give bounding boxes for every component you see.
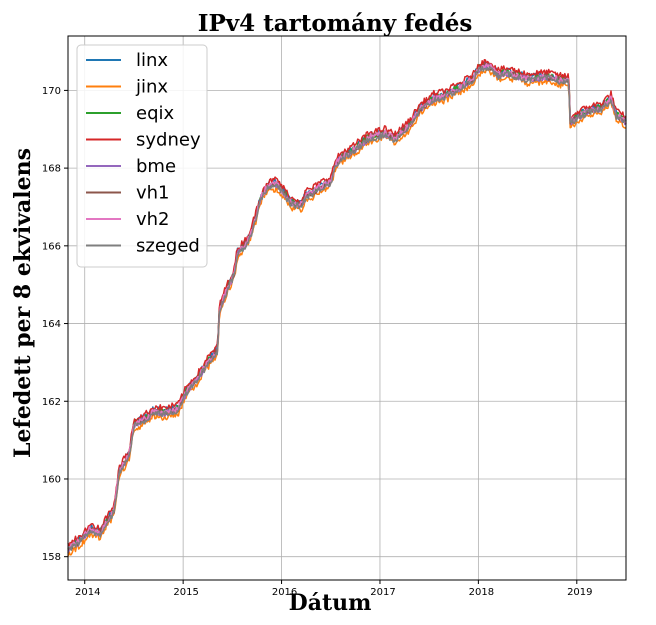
legend-label-sydney: sydney: [136, 130, 201, 151]
legend-label-bme: bme: [136, 156, 176, 177]
y-tick-label: 168: [42, 164, 61, 175]
legend-label-linx: linx: [136, 50, 168, 71]
x-tick-label: 2017: [370, 587, 395, 598]
legend-label-szeged: szeged: [136, 236, 200, 257]
y-tick-label: 166: [42, 241, 61, 252]
y-axis-ticks: 158 160 162 164 166 168 170: [42, 86, 68, 563]
plot-lines: [67, 58, 627, 557]
x-axis-label: Dátum: [289, 590, 372, 616]
chart-title: IPv4 tartomány fedés: [198, 10, 473, 37]
plot-frame: [67, 35, 627, 581]
x-tick-label: 2016: [272, 587, 297, 598]
x-tick-label: 2014: [75, 587, 100, 598]
legend-box: [76, 44, 208, 268]
x-axis-ticks: 2014 2015 2016 2017 2018 2019: [75, 580, 593, 598]
y-tick-label: 164: [42, 319, 61, 330]
y-tick-label: 160: [42, 474, 61, 485]
x-tick-label: 2018: [469, 587, 494, 598]
legend-label-vh1: vh1: [136, 183, 170, 204]
y-axis-label: Lefedett per 8 ekvivalens: [10, 148, 36, 458]
legend-label-eqix: eqix: [136, 103, 175, 124]
legend-label-vh2: vh2: [136, 209, 170, 230]
x-tick-label: 2019: [567, 587, 592, 598]
y-tick-label: 170: [42, 86, 61, 97]
y-tick-label: 158: [42, 552, 61, 563]
y-tick-label: 162: [42, 397, 61, 408]
x-tick-label: 2015: [173, 587, 198, 598]
legend: linx jinx eqix sydney bme vh1 vh2 szeged: [76, 44, 208, 268]
legend-label-jinx: jinx: [135, 77, 168, 98]
series-line-szeged: [67, 65, 627, 552]
